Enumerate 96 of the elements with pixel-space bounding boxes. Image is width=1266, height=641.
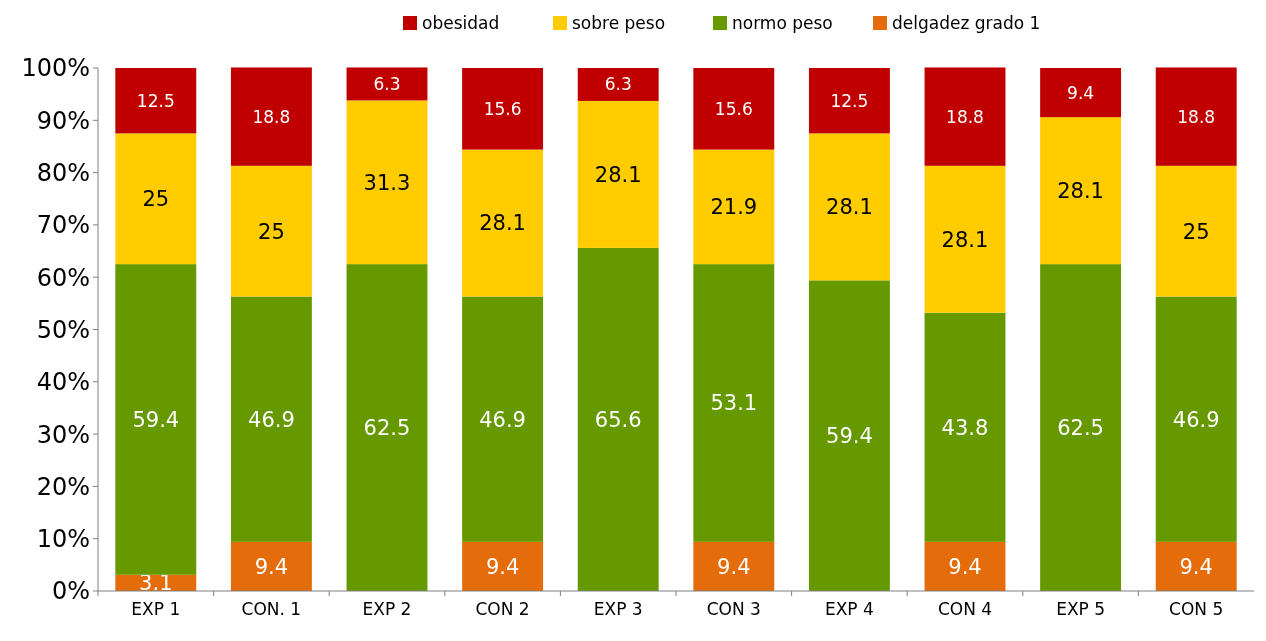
bar [577, 68, 659, 101]
bar [462, 541, 544, 591]
bar [346, 100, 428, 265]
y-tick-label: 60% [36, 263, 90, 292]
x-tick-label: EXP 1 [131, 599, 181, 619]
data-label: 12.5 [830, 90, 869, 111]
data-label: 9.4 [1067, 82, 1095, 103]
data-label: 18.8 [252, 106, 291, 127]
bar [346, 264, 428, 591]
bar [1040, 68, 1122, 118]
x-tick-label: CON 3 [706, 599, 761, 619]
data-label: 12.5 [136, 90, 175, 111]
bar [808, 280, 890, 591]
data-label: 46.9 [248, 407, 295, 432]
bar [115, 68, 197, 134]
x-tick-label: CON 4 [937, 599, 993, 619]
data-label: 9.4 [254, 554, 289, 579]
y-tick-label: 20% [36, 472, 90, 501]
data-label: 28.1 [826, 195, 873, 220]
y-tick-label: 100% [21, 54, 90, 83]
bar [115, 264, 197, 575]
bar [230, 296, 312, 542]
data-label: 9.4 [717, 554, 751, 579]
y-tick-label: 30% [36, 420, 90, 449]
data-label: 6.3 [604, 74, 632, 95]
legend-label: delgadez grado 1 [892, 12, 1041, 33]
bar [1040, 117, 1122, 265]
data-label: 25 [1182, 219, 1210, 244]
legend-label: sobre peso [572, 12, 666, 33]
data-label: 28.1 [941, 227, 989, 252]
y-tick-label: 0% [51, 577, 90, 606]
data-label: 59.4 [826, 424, 873, 449]
data-label: 28.1 [1057, 178, 1104, 203]
data-label: 62.5 [1057, 415, 1104, 440]
data-label: 43.8 [941, 415, 989, 440]
bar [1155, 67, 1237, 166]
bar [462, 68, 544, 150]
data-label: 65.6 [594, 407, 642, 432]
data-label: 59.4 [132, 407, 180, 432]
bar [577, 247, 659, 591]
data-label: 9.4 [485, 554, 520, 579]
bar [1155, 541, 1237, 591]
data-label: 25 [142, 187, 170, 212]
bar [577, 100, 659, 248]
bar [808, 133, 890, 281]
data-label: 21.9 [710, 195, 758, 220]
bar [924, 165, 1006, 313]
bar [462, 296, 544, 542]
bar [230, 67, 312, 166]
x-tick-label: EXP 4 [824, 599, 874, 619]
bar [1040, 264, 1122, 591]
bar [346, 67, 428, 101]
data-label: 62.5 [363, 415, 411, 440]
data-label: 18.8 [1177, 106, 1216, 127]
y-tick-label: 80% [36, 159, 90, 187]
bar [693, 149, 775, 265]
x-tick-label: EXP 2 [362, 599, 412, 619]
data-label: 15.6 [714, 98, 753, 119]
data-label: 3.1 [139, 571, 173, 596]
bar [115, 133, 197, 265]
bar [924, 541, 1006, 591]
bar [462, 149, 544, 297]
data-label: 18.8 [946, 106, 984, 127]
bar [1155, 296, 1237, 542]
data-label: 31.3 [363, 170, 411, 195]
x-tick-label: CON 5 [1169, 599, 1224, 619]
bar [693, 264, 775, 542]
x-tick-label: EXP 3 [593, 599, 643, 619]
x-tick-label: CON. 1 [241, 599, 302, 619]
data-label: 6.3 [373, 73, 401, 94]
bar [693, 68, 775, 150]
bar [924, 67, 1006, 166]
bar [693, 541, 775, 591]
x-tick-label: CON 2 [475, 599, 530, 619]
data-label: 53.1 [710, 391, 758, 416]
bar [1155, 165, 1237, 297]
y-tick-label: 50% [36, 315, 90, 344]
y-tick-label: 90% [36, 106, 90, 135]
data-label: 9.4 [1179, 554, 1213, 579]
y-tick-label: 10% [36, 525, 90, 554]
x-tick-label: EXP 5 [1056, 599, 1106, 619]
data-label: 25 [258, 219, 285, 244]
data-label: 46.9 [1172, 407, 1220, 432]
bar [924, 312, 1006, 542]
data-label: 15.6 [483, 98, 522, 119]
data-label: 28.1 [594, 162, 642, 187]
bar [808, 68, 890, 134]
y-tick-label: 40% [36, 368, 90, 397]
bar [230, 541, 312, 591]
bar [230, 165, 312, 297]
legend-label: obesidad [422, 12, 500, 33]
y-tick-label: 70% [36, 211, 90, 240]
legend-label: normo peso [732, 12, 833, 33]
data-label: 9.4 [948, 554, 982, 579]
data-label: 46.9 [479, 407, 526, 432]
data-label: 28.1 [479, 211, 526, 236]
